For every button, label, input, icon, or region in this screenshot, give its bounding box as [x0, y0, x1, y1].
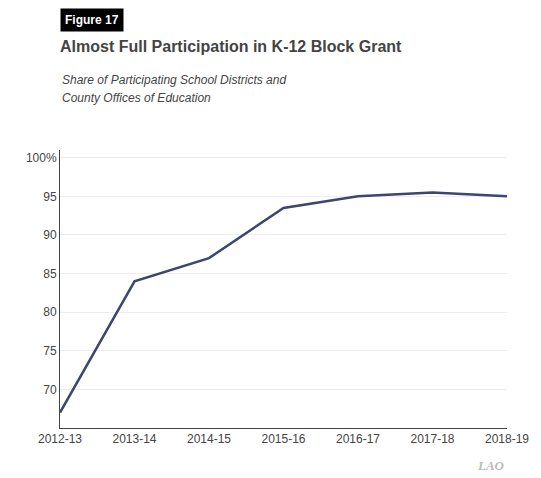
- svg-text:85: 85: [43, 267, 57, 281]
- svg-text:LAO: LAO: [477, 458, 505, 473]
- svg-text:Almost Full Participation in K: Almost Full Participation in K-12 Block …: [60, 38, 402, 55]
- svg-text:2014-15: 2014-15: [187, 432, 231, 446]
- svg-text:Figure 17: Figure 17: [65, 13, 119, 27]
- svg-text:70: 70: [43, 383, 57, 397]
- svg-text:75: 75: [43, 344, 57, 358]
- svg-text:County Offices of Education: County Offices of Education: [62, 91, 211, 105]
- svg-text:90: 90: [43, 228, 57, 242]
- svg-text:100%: 100%: [26, 151, 57, 165]
- svg-text:2012-13: 2012-13: [38, 432, 82, 446]
- svg-text:2018-19: 2018-19: [485, 432, 529, 446]
- svg-text:95: 95: [43, 190, 57, 204]
- svg-text:2017-18: 2017-18: [410, 432, 454, 446]
- svg-text:2015-16: 2015-16: [261, 432, 305, 446]
- svg-text:80: 80: [43, 305, 57, 319]
- svg-text:Share of Participating School: Share of Participating School Districts …: [62, 73, 286, 87]
- svg-text:2013-14: 2013-14: [112, 432, 156, 446]
- svg-text:2016-17: 2016-17: [336, 432, 380, 446]
